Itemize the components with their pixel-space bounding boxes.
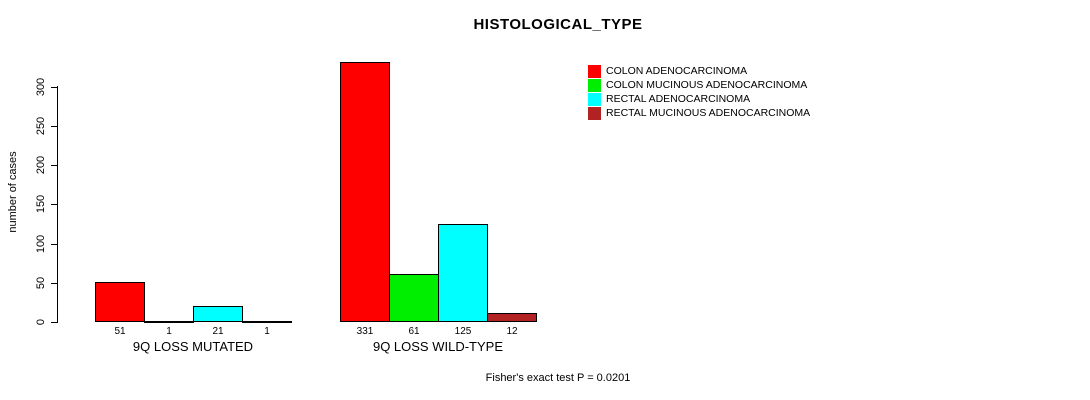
group-label: 9Q LOSS WILD-TYPE: [372, 339, 504, 354]
legend-label: RECTAL MUCINOUS ADENOCARCINOMA: [606, 107, 811, 119]
legend-item: COLON ADENOCARCINOMA: [588, 64, 810, 78]
bar: [242, 321, 292, 323]
bar: [144, 321, 194, 323]
bar: [193, 306, 243, 322]
y-axis-tick: [51, 87, 58, 88]
legend-swatch: [588, 106, 601, 120]
group-label: 9Q LOSS MUTATED: [132, 339, 254, 354]
bar-value-label: 21: [212, 326, 224, 337]
y-axis-tick: [51, 283, 58, 284]
bar: [389, 274, 439, 322]
bar-value-label: 1: [166, 326, 172, 337]
y-axis-tick: [51, 244, 58, 245]
bar-value-label: 61: [408, 326, 420, 337]
y-axis-tick: [51, 204, 58, 205]
legend-label: COLON ADENOCARCINOMA: [606, 65, 748, 77]
bar-value-label: 125: [454, 326, 472, 337]
bar-value-label: 331: [356, 326, 374, 337]
legend: COLON ADENOCARCINOMA COLON MUCINOUS ADENO…: [588, 64, 810, 120]
y-axis-tick: [51, 165, 58, 166]
chart-title: HISTOLOGICAL_TYPE: [473, 16, 643, 33]
y-axis-tick: [51, 322, 58, 323]
bar-value-label: 1: [264, 326, 270, 337]
bar: [438, 224, 488, 322]
legend-label: RECTAL ADENOCARCINOMA: [606, 93, 751, 105]
legend-item: COLON MUCINOUS ADENOCARCINOMA: [588, 78, 810, 92]
legend-item: RECTAL ADENOCARCINOMA: [588, 92, 810, 106]
bar: [487, 313, 537, 322]
bar-value-label: 12: [506, 326, 518, 337]
legend-item: RECTAL MUCINOUS ADENOCARCINOMA: [588, 106, 810, 120]
legend-swatch: [588, 92, 601, 106]
legend-swatch: [588, 78, 601, 92]
caption-fisher-test: Fisher's exact test P = 0.0201: [485, 372, 631, 384]
bar-value-label: 51: [114, 326, 126, 337]
legend-label: COLON MUCINOUS ADENOCARCINOMA: [606, 79, 808, 91]
y-axis-tick: [51, 126, 58, 127]
bar: [95, 282, 145, 322]
legend-swatch: [588, 64, 601, 78]
bar: [340, 62, 390, 322]
